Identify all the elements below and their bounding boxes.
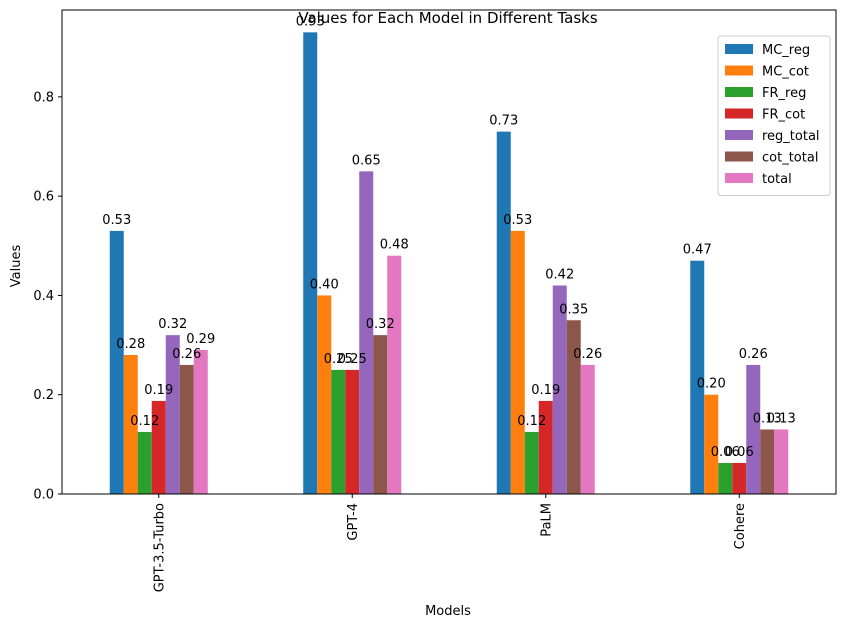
bar-reg_total-3 — [746, 364, 761, 494]
data-label-FR_cot-3: 0.06 — [725, 445, 754, 460]
data-label-cot_total-1: 0.32 — [366, 317, 395, 332]
data-label-MC_reg-2: 0.73 — [489, 114, 518, 129]
data-label-FR_cot-2: 0.19 — [531, 383, 560, 398]
bar-FR_reg-2 — [524, 431, 539, 494]
legend-label-reg_total: reg_total — [762, 129, 820, 144]
y-tick-label: 0.6 — [33, 190, 54, 205]
bar-FR_cot-2 — [538, 400, 553, 494]
x-axis-label: Models — [425, 604, 471, 619]
bar-FR_cot-1 — [345, 369, 360, 494]
chart-title: Values for Each Model in Different Tasks — [298, 9, 597, 27]
legend-swatch-MC_reg — [725, 44, 753, 54]
bar-FR_cot-0 — [151, 400, 166, 494]
legend-label-MC_cot: MC_cot — [762, 65, 809, 80]
data-label-MC_reg-3: 0.47 — [683, 243, 712, 258]
legend-label-cot_total: cot_total — [762, 151, 818, 166]
y-tick-label: 0.4 — [33, 289, 54, 304]
data-label-FR_reg-3: 0.06 — [711, 445, 740, 460]
bars-group — [109, 32, 789, 495]
bar-reg_total-2 — [552, 285, 567, 494]
x-tick-label: GPT-3.5-Turbo — [152, 503, 167, 592]
bar-total-3 — [774, 429, 789, 494]
legend-swatch-FR_cot — [725, 108, 753, 119]
data-label-cot_total-0: 0.26 — [172, 347, 201, 362]
bar-cot_total-2 — [566, 320, 581, 494]
legend-label-FR_cot: FR_cot — [762, 108, 805, 123]
plot-frame — [61, 9, 837, 495]
legend-label-FR_reg: FR_reg — [762, 86, 806, 101]
data-label-reg_total-3: 0.26 — [739, 347, 768, 362]
data-label-MC_cot-2: 0.53 — [503, 213, 532, 228]
y-axis-label: Values — [9, 245, 24, 288]
x-tick-label: GPT-4 — [346, 503, 361, 541]
legend-swatch-total — [725, 173, 753, 183]
bar-reg_total-0 — [165, 335, 180, 494]
data-label-total-1: 0.48 — [380, 238, 409, 253]
bar-total-2 — [580, 364, 595, 494]
bar-FR_reg-1 — [331, 369, 346, 494]
legend: MC_reg MC_cot FR_reg FR_cot reg_total cot_tot… — [717, 35, 831, 196]
data-label-MC_reg-0: 0.53 — [102, 213, 131, 228]
bar-MC_cot-2 — [510, 230, 525, 494]
bar-MC_reg-1 — [303, 32, 318, 494]
legend-swatch-reg_total — [725, 130, 753, 140]
bar-MC_cot-1 — [317, 295, 332, 494]
y-tick-label: 0.8 — [33, 90, 54, 105]
y-axis: 0.0 0.2 0.4 0.6 0.8 — [33, 90, 62, 503]
bar-MC_reg-2 — [496, 131, 511, 494]
data-label-cot_total-3: 0.13 — [753, 411, 782, 426]
data-label-cot_total-2: 0.35 — [559, 302, 588, 317]
bar-MC_reg-3 — [690, 260, 705, 494]
data-label-FR_cot-0: 0.19 — [144, 383, 173, 398]
bar-FR_cot-3 — [732, 462, 747, 494]
data-label-reg_total-1: 0.65 — [352, 153, 381, 168]
x-tick-label: PaLM — [539, 503, 554, 537]
legend-label-total: total — [762, 172, 792, 187]
data-label-FR_reg-0: 0.12 — [130, 414, 159, 429]
legend-label-MC_reg: MC_reg — [762, 43, 810, 58]
bar-total-1 — [387, 255, 402, 494]
y-tick-label: 0.0 — [33, 488, 54, 503]
data-labels-group: 0.53 0.93 0.73 0.47 0.28 0.40 0.53 0.20 0.12 0.25… — [102, 14, 795, 460]
data-label-total-0: 0.29 — [186, 332, 215, 347]
bar-cot_total-1 — [373, 335, 388, 494]
x-tick-label: Cohere — [733, 503, 748, 549]
data-label-total-3: 0.13 — [767, 411, 796, 426]
bar-MC_cot-0 — [123, 355, 138, 494]
legend-swatch-cot_total — [725, 151, 753, 162]
bar-FR_reg-0 — [137, 431, 152, 494]
x-axis: GPT-3.5-Turbo GPT-4 PaLM Cohere — [152, 494, 748, 592]
bar-MC_cot-3 — [704, 394, 719, 494]
legend-swatch-FR_reg — [725, 87, 753, 97]
bar-FR_reg-3 — [718, 462, 733, 494]
data-label-MC_reg-1: 0.93 — [296, 14, 325, 29]
y-tick-label: 0.2 — [33, 388, 54, 403]
data-label-MC_cot-1: 0.40 — [310, 277, 339, 292]
bar-total-0 — [193, 350, 208, 494]
data-label-reg_total-0: 0.32 — [158, 317, 187, 332]
data-label-FR_reg-1: 0.25 — [324, 352, 353, 367]
data-label-FR_reg-2: 0.12 — [517, 414, 546, 429]
data-label-MC_cot-3: 0.20 — [697, 377, 726, 392]
bar-MC_reg-0 — [109, 230, 124, 494]
data-label-reg_total-2: 0.42 — [545, 268, 574, 283]
legend-swatch-MC_cot — [725, 65, 753, 76]
data-label-FR_cot-1: 0.25 — [338, 352, 367, 367]
data-label-total-2: 0.26 — [573, 347, 602, 362]
bar-cot_total-3 — [760, 429, 775, 494]
data-label-MC_cot-0: 0.28 — [116, 337, 145, 352]
bar-reg_total-1 — [359, 171, 374, 495]
bar-cot_total-0 — [179, 364, 194, 494]
